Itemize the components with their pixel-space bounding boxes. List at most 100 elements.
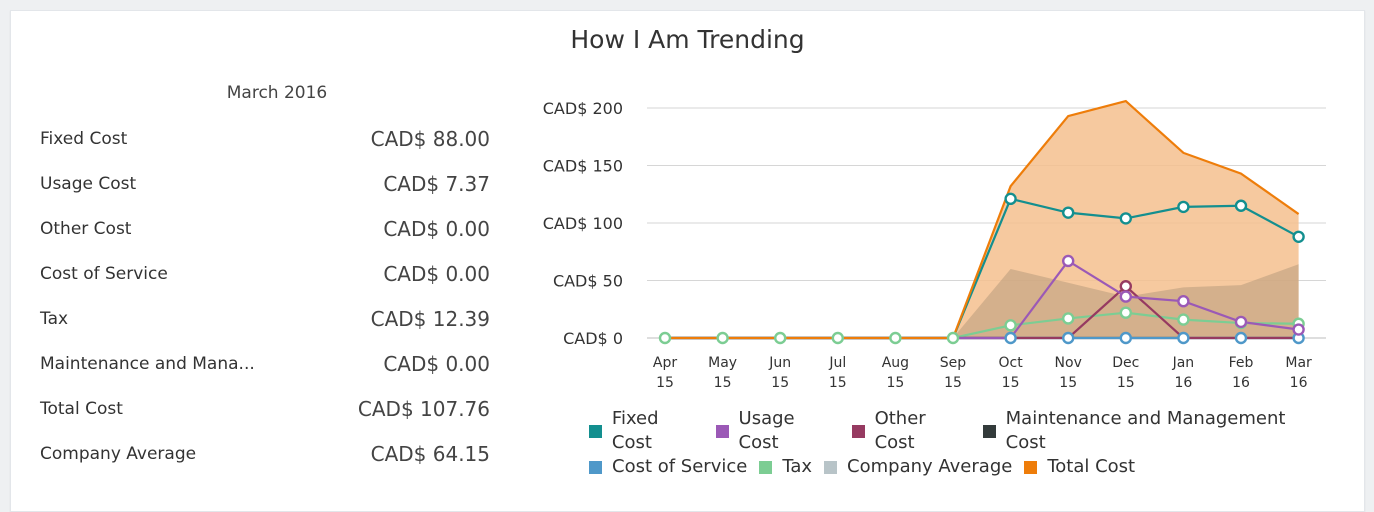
x-tick-label: Feb 16 xyxy=(1229,355,1254,391)
legend-swatch xyxy=(715,424,729,438)
y-tick-label: CAD$ 100 xyxy=(543,214,623,233)
summary-value: CAD$ 0.00 xyxy=(383,216,490,241)
fixed-cost-point xyxy=(1177,200,1190,214)
total-cost-line xyxy=(665,99,1300,340)
summary-label: Total Cost xyxy=(40,398,123,419)
fixed-cost-point xyxy=(1292,230,1305,244)
other-cost-point xyxy=(1119,280,1133,293)
cost-of-service-point xyxy=(1177,331,1190,345)
y-tick-label: CAD$ 0 xyxy=(563,329,623,348)
summary-label: Maintenance and Mana... xyxy=(40,353,255,374)
usage-cost-point xyxy=(1292,323,1305,336)
summary-row-usage-cost: Usage Cost CAD$ 7.37 xyxy=(40,161,490,206)
x-tick-label: Apr 15 xyxy=(653,355,677,391)
legend-label: Maintenance and Management Cost xyxy=(1005,408,1286,453)
x-tick-label: Jun 15 xyxy=(768,355,791,391)
summary-label: Fixed Cost xyxy=(40,128,128,149)
x-tick-label: Jul 15 xyxy=(828,355,846,391)
y-tick-label: CAD$ 200 xyxy=(543,99,623,118)
legend-swatch xyxy=(851,424,865,438)
summary-value: CAD$ 0.00 xyxy=(383,351,490,376)
fixed-cost-point xyxy=(1234,199,1248,212)
usage-cost-point xyxy=(1119,290,1133,303)
tax-point xyxy=(831,331,844,345)
trending-card: How I Am Trending March 2016 Fixed Cost … xyxy=(10,10,1365,512)
fixed-cost-point xyxy=(1119,212,1133,225)
company-average-area xyxy=(665,264,1299,338)
summary-value: CAD$ 107.76 xyxy=(357,396,490,421)
y-tick-label: CAD$ 150 xyxy=(543,157,623,176)
legend-swatch xyxy=(1024,460,1038,474)
summary-row-total-cost: Total Cost CAD$ 107.76 xyxy=(40,386,490,431)
total-cost-area xyxy=(665,101,1299,338)
cost-of-service-point xyxy=(1119,331,1133,345)
legend-label: Tax xyxy=(782,456,813,477)
tax-point xyxy=(1061,312,1075,325)
legend-item-usage-cost[interactable]: Usage Cost xyxy=(715,407,840,455)
tax-point xyxy=(946,331,960,345)
legend-label: Cost of Service xyxy=(612,456,748,477)
summary-value: CAD$ 0.00 xyxy=(383,261,490,286)
legend-item-maintenance-cost[interactable]: Maintenance and Management Cost xyxy=(982,407,1329,455)
legend-item-fixed-cost[interactable]: Fixed Cost xyxy=(589,407,704,455)
tax-point xyxy=(889,331,902,345)
legend-item-company-average[interactable]: Company Average xyxy=(824,455,1012,479)
legend-item-total-cost[interactable]: Total Cost xyxy=(1024,455,1135,479)
x-tick-label: Sep 15 xyxy=(940,355,967,391)
legend-item-tax[interactable]: Tax xyxy=(759,455,812,479)
cost-of-service-point xyxy=(1004,331,1017,345)
cost-of-service-point xyxy=(1061,331,1075,345)
legend-row-1: Fixed Cost Usage Cost Other Cost Mainten… xyxy=(589,407,1329,455)
tax-point xyxy=(1119,306,1133,319)
summary-row-company-average: Company Average CAD$ 64.15 xyxy=(40,431,490,476)
summary-row-fixed-cost: Fixed Cost CAD$ 88.00 xyxy=(40,116,490,161)
tax-point xyxy=(1177,313,1190,326)
cost-summary: Fixed Cost CAD$ 88.00 Usage Cost CAD$ 7.… xyxy=(40,116,490,476)
summary-label: Other Cost xyxy=(40,218,132,239)
tax-point xyxy=(774,331,787,345)
summary-label: Tax xyxy=(40,308,69,329)
legend-label: Fixed Cost xyxy=(611,408,659,453)
summary-value: CAD$ 12.39 xyxy=(370,306,490,331)
usage-cost-point xyxy=(1234,315,1248,329)
x-tick-label: Aug 15 xyxy=(882,355,909,391)
legend-label: Other Cost xyxy=(874,408,926,453)
summary-period: March 2016 xyxy=(226,83,328,103)
legend-swatch xyxy=(589,460,602,474)
trend-chart: CAD$ 0 CAD$ 50 CAD$ 100 CAD$ 150 CAD$ 200 Apr… xyxy=(543,99,1326,391)
tax-point xyxy=(658,331,672,345)
cost-of-service-point xyxy=(1234,331,1248,345)
x-tick-label: Jan 16 xyxy=(1172,355,1195,391)
usage-cost-point xyxy=(1177,295,1190,308)
summary-value: CAD$ 7.37 xyxy=(383,171,490,196)
summary-value: CAD$ 88.00 xyxy=(370,126,490,151)
summary-label: Usage Cost xyxy=(40,173,137,194)
summary-row-tax: Tax CAD$ 12.39 xyxy=(40,296,490,341)
legend-swatch xyxy=(759,460,773,474)
summary-value: CAD$ 64.15 xyxy=(370,441,490,466)
legend-label: Company Average xyxy=(847,456,1013,477)
legend-swatch xyxy=(824,460,838,474)
legend-swatch xyxy=(589,424,602,438)
summary-label: Cost of Service xyxy=(40,263,168,284)
legend-label: Usage Cost xyxy=(738,408,795,453)
card-title: How I Am Trending xyxy=(570,25,805,54)
fixed-cost-point xyxy=(1004,192,1017,206)
x-tick-label: May 15 xyxy=(708,355,737,391)
legend-swatch xyxy=(982,424,996,438)
summary-row-cost-of-service: Cost of Service CAD$ 0.00 xyxy=(40,251,490,296)
legend-row-2: Cost of Service Tax Company Average Tota… xyxy=(589,455,1329,479)
x-tick-label: Oct 15 xyxy=(998,355,1023,391)
usage-cost-point xyxy=(1061,254,1075,268)
x-tick-label: Mar 16 xyxy=(1285,355,1312,391)
summary-row-other-cost: Other Cost CAD$ 0.00 xyxy=(40,206,490,251)
tax-point xyxy=(1004,319,1017,332)
chart-legend: Fixed Cost Usage Cost Other Cost Mainten… xyxy=(589,407,1329,479)
y-tick-label: CAD$ 50 xyxy=(553,272,623,291)
summary-row-maintenance: Maintenance and Mana... CAD$ 0.00 xyxy=(40,341,490,386)
x-tick-label: Dec 15 xyxy=(1112,355,1139,391)
tax-point xyxy=(716,331,729,345)
legend-item-other-cost[interactable]: Other Cost xyxy=(851,407,971,455)
fixed-cost-point xyxy=(1061,206,1075,219)
legend-item-cost-of-service[interactable]: Cost of Service xyxy=(589,455,747,479)
